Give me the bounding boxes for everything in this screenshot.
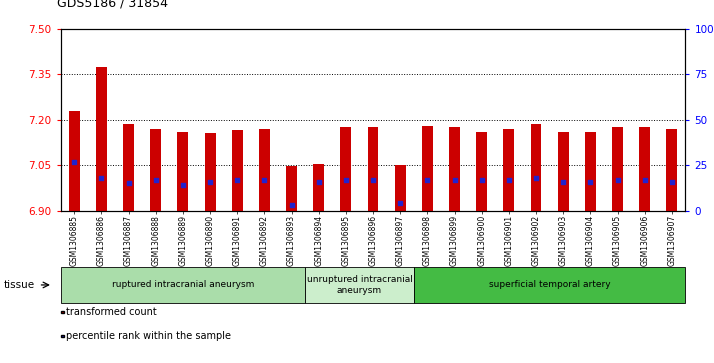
Bar bbox=[395, 165, 406, 211]
Bar bbox=[69, 111, 80, 211]
Point bbox=[69, 159, 80, 164]
Point bbox=[204, 179, 216, 184]
Text: unruptured intracranial
aneurysm: unruptured intracranial aneurysm bbox=[306, 275, 413, 295]
Point bbox=[422, 177, 433, 183]
Bar bbox=[178, 132, 188, 211]
Text: transformed count: transformed count bbox=[66, 307, 156, 317]
Point bbox=[558, 179, 569, 184]
Point bbox=[476, 177, 488, 183]
Bar bbox=[639, 127, 650, 211]
Text: superficial temporal artery: superficial temporal artery bbox=[489, 281, 610, 289]
Bar bbox=[558, 132, 568, 211]
Bar bbox=[286, 166, 297, 211]
Point bbox=[449, 177, 461, 183]
Point bbox=[340, 177, 351, 183]
Point bbox=[367, 177, 378, 183]
Bar bbox=[123, 125, 134, 211]
Bar bbox=[612, 127, 623, 211]
Bar bbox=[205, 133, 216, 211]
Text: percentile rank within the sample: percentile rank within the sample bbox=[66, 331, 231, 341]
Bar bbox=[313, 164, 324, 211]
Bar bbox=[341, 127, 351, 211]
Point bbox=[639, 177, 650, 183]
Point bbox=[258, 177, 270, 183]
Text: tissue: tissue bbox=[4, 280, 35, 290]
Point bbox=[395, 200, 406, 206]
Bar bbox=[151, 129, 161, 211]
Bar bbox=[531, 125, 541, 211]
Point bbox=[286, 202, 297, 208]
Point bbox=[666, 179, 678, 184]
Point bbox=[123, 180, 134, 186]
Bar bbox=[259, 129, 270, 211]
Bar bbox=[422, 126, 433, 211]
Bar bbox=[476, 132, 487, 211]
Text: ruptured intracranial aneurysm: ruptured intracranial aneurysm bbox=[111, 281, 254, 289]
Bar bbox=[449, 127, 460, 211]
Point bbox=[96, 175, 107, 181]
Point bbox=[612, 177, 623, 183]
Point bbox=[313, 179, 324, 184]
Point bbox=[150, 177, 161, 183]
Point bbox=[177, 182, 188, 188]
Point bbox=[585, 179, 596, 184]
Point bbox=[503, 177, 515, 183]
Point bbox=[531, 175, 542, 181]
Bar bbox=[585, 132, 595, 211]
Point bbox=[231, 177, 243, 183]
Bar bbox=[232, 130, 243, 211]
Bar bbox=[368, 127, 378, 211]
Text: GDS5186 / 31854: GDS5186 / 31854 bbox=[57, 0, 168, 9]
Bar bbox=[503, 129, 514, 211]
Bar bbox=[666, 130, 678, 211]
Bar bbox=[96, 67, 107, 211]
